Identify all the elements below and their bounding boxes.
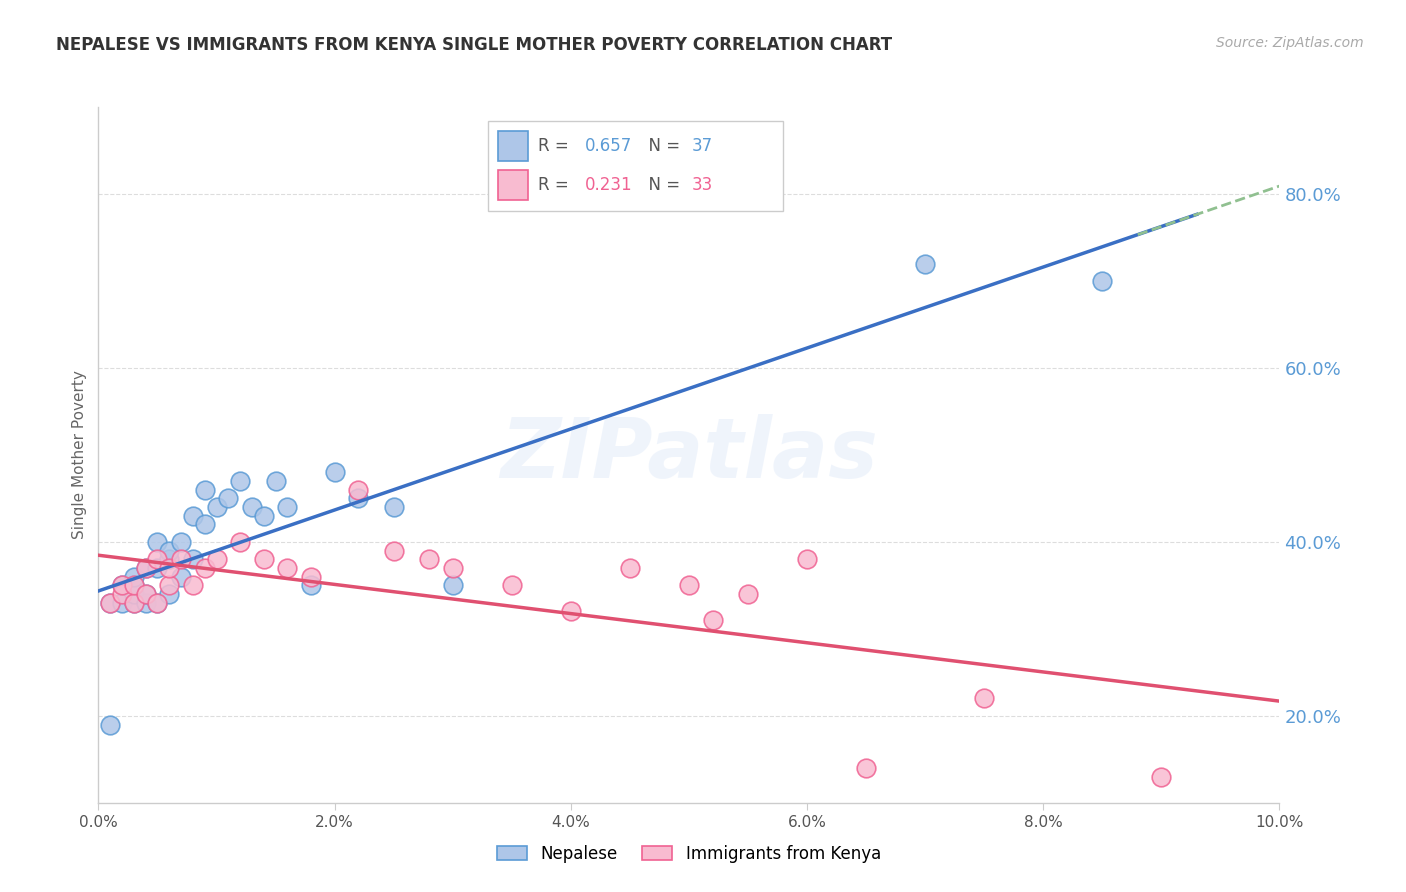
Point bbox=[122, 596, 145, 610]
Point bbox=[229, 534, 252, 549]
Point bbox=[111, 596, 134, 610]
Point bbox=[98, 596, 121, 610]
Point bbox=[441, 561, 464, 575]
Point bbox=[855, 761, 877, 775]
Point bbox=[264, 474, 287, 488]
Point bbox=[702, 613, 724, 627]
Point bbox=[122, 570, 145, 584]
Point bbox=[619, 561, 641, 575]
Text: 33: 33 bbox=[692, 176, 713, 194]
Text: R =: R = bbox=[537, 137, 574, 155]
Text: NEPALESE VS IMMIGRANTS FROM KENYA SINGLE MOTHER POVERTY CORRELATION CHART: NEPALESE VS IMMIGRANTS FROM KENYA SINGLE… bbox=[56, 36, 893, 54]
Point bbox=[441, 578, 464, 592]
Text: 0.231: 0.231 bbox=[585, 176, 633, 194]
Point bbox=[157, 587, 180, 601]
Point bbox=[276, 561, 298, 575]
Point bbox=[146, 596, 169, 610]
Point bbox=[299, 570, 322, 584]
Point bbox=[146, 552, 169, 566]
Point bbox=[205, 552, 228, 566]
Point bbox=[194, 561, 217, 575]
Point bbox=[323, 466, 346, 480]
Point bbox=[347, 483, 370, 497]
Point bbox=[253, 552, 276, 566]
Point bbox=[240, 500, 263, 514]
Point bbox=[1150, 770, 1173, 784]
Point bbox=[111, 578, 134, 592]
FancyBboxPatch shape bbox=[488, 121, 783, 211]
Text: R =: R = bbox=[537, 176, 574, 194]
Point bbox=[299, 578, 322, 592]
FancyBboxPatch shape bbox=[498, 169, 529, 201]
Point bbox=[135, 596, 157, 610]
Point bbox=[973, 691, 995, 706]
Point bbox=[501, 578, 523, 592]
Point bbox=[737, 587, 759, 601]
Point bbox=[418, 552, 440, 566]
Point bbox=[217, 491, 239, 506]
Point bbox=[560, 605, 582, 619]
Text: 0.657: 0.657 bbox=[585, 137, 633, 155]
Point bbox=[122, 587, 145, 601]
Point bbox=[382, 543, 405, 558]
Point bbox=[146, 561, 169, 575]
Point bbox=[146, 534, 169, 549]
Point bbox=[157, 552, 180, 566]
Point bbox=[111, 587, 134, 601]
Point bbox=[135, 561, 157, 575]
Point bbox=[229, 474, 252, 488]
Point bbox=[382, 500, 405, 514]
Legend: Nepalese, Immigrants from Kenya: Nepalese, Immigrants from Kenya bbox=[488, 837, 890, 871]
Point bbox=[181, 508, 204, 523]
Point bbox=[122, 578, 145, 592]
Point bbox=[170, 552, 193, 566]
Point bbox=[122, 578, 145, 592]
Point bbox=[914, 257, 936, 271]
Point bbox=[170, 570, 193, 584]
Point bbox=[122, 596, 145, 610]
Point bbox=[194, 517, 217, 532]
Point bbox=[111, 578, 134, 592]
Point bbox=[135, 587, 157, 601]
Point bbox=[146, 596, 169, 610]
Text: Source: ZipAtlas.com: Source: ZipAtlas.com bbox=[1216, 36, 1364, 50]
Point bbox=[98, 596, 121, 610]
Point bbox=[181, 552, 204, 566]
Point bbox=[347, 491, 370, 506]
Point bbox=[135, 587, 157, 601]
Point bbox=[157, 578, 180, 592]
Point bbox=[1091, 274, 1114, 288]
Point bbox=[170, 534, 193, 549]
Text: 37: 37 bbox=[692, 137, 713, 155]
Point bbox=[157, 543, 180, 558]
Point bbox=[194, 483, 217, 497]
Text: ZIPatlas: ZIPatlas bbox=[501, 415, 877, 495]
Point bbox=[98, 717, 121, 731]
Point bbox=[135, 561, 157, 575]
Point bbox=[181, 578, 204, 592]
Point bbox=[796, 552, 818, 566]
Text: N =: N = bbox=[638, 137, 686, 155]
Point bbox=[276, 500, 298, 514]
Y-axis label: Single Mother Poverty: Single Mother Poverty bbox=[72, 370, 87, 540]
Point bbox=[253, 508, 276, 523]
Point bbox=[157, 561, 180, 575]
Point bbox=[205, 500, 228, 514]
Text: N =: N = bbox=[638, 176, 686, 194]
FancyBboxPatch shape bbox=[498, 131, 529, 161]
Point bbox=[678, 578, 700, 592]
